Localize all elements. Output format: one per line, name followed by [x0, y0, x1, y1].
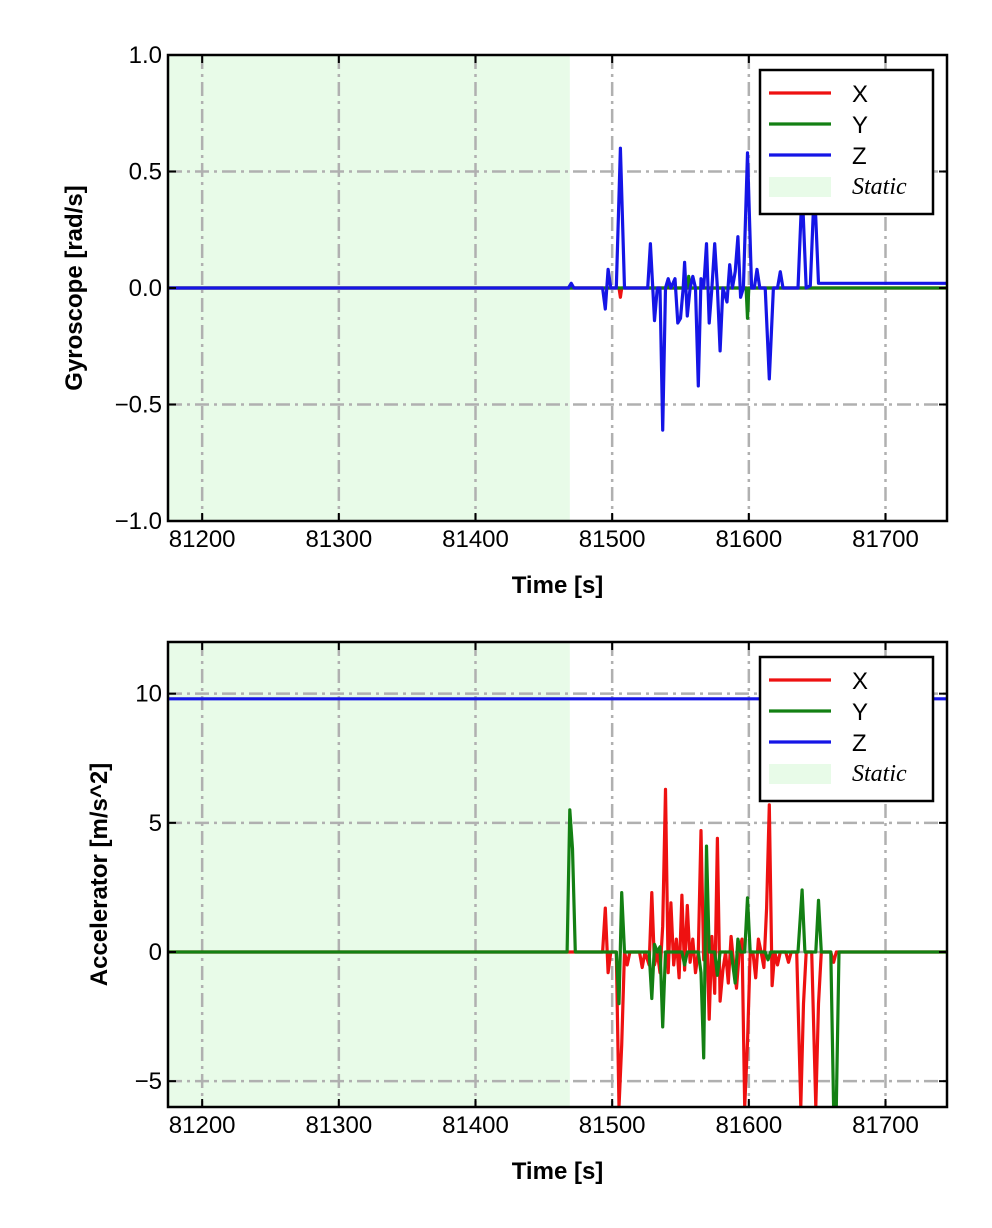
y-tick-labels: −5 0 5 10: [135, 681, 162, 1095]
gyroscope-chart: 81200 81300 81400 81500 81600 81700 −1.0 −0.5 0…: [61, 42, 949, 599]
axis-ticks: [168, 54, 947, 522]
static-region: [168, 642, 570, 1107]
y-tick-label: −1.0: [115, 508, 162, 535]
x-tick-label: 81400: [442, 1112, 509, 1139]
plot-frame: [166, 640, 949, 1109]
x-axis-label: Time [s]: [512, 1158, 604, 1185]
x-tick-label: 81500: [579, 1112, 646, 1139]
legend: XYZ Static: [758, 68, 935, 216]
y-tick-label: 0.5: [129, 159, 162, 186]
legend-label-y: Y: [852, 699, 868, 726]
legend-label-static: Static: [852, 174, 907, 200]
series-group: [168, 146, 947, 432]
legend: XYZ Static: [758, 655, 935, 803]
x-tick-label: 81200: [169, 526, 236, 553]
legend-label-static: Static: [852, 761, 907, 787]
y-tick-label: −0.5: [115, 392, 162, 419]
accelerator-chart: 81200 81300 81400 81500 81600 81700 −5 0 5 10 Ti…: [86, 640, 949, 1185]
y-tick-label: 1.0: [129, 42, 162, 69]
y-tick-label: 5: [149, 810, 162, 837]
x-tick-label: 81600: [715, 526, 782, 553]
axis-ticks: [168, 642, 947, 1107]
series-line-y: [168, 274, 947, 320]
series-line-x: [168, 787, 947, 1107]
x-tick-label: 81700: [852, 526, 919, 553]
y-tick-label: 0: [149, 939, 162, 966]
x-tick-label: 81300: [305, 526, 372, 553]
x-tick-label: 81600: [715, 1112, 782, 1139]
y-tick-label: 0.0: [129, 275, 162, 302]
y-tick-labels: −1.0 −0.5 0.0 0.5 1.0: [115, 42, 162, 535]
y-tick-label: 10: [135, 681, 162, 708]
legend-swatch-static: [769, 764, 831, 784]
x-tick-label: 81200: [169, 1112, 236, 1139]
legend-label-z: Z: [852, 143, 867, 170]
legend-label-y: Y: [852, 112, 868, 139]
legend-swatch-static: [769, 177, 831, 197]
legend-label-x: X: [852, 668, 868, 695]
y-tick-label: −5: [135, 1068, 162, 1095]
series-line-y: [168, 808, 947, 1107]
x-tick-label: 81700: [852, 1112, 919, 1139]
x-axis-label: Time [s]: [512, 572, 604, 599]
legend-label-x: X: [852, 81, 868, 108]
x-tick-label: 81400: [442, 526, 509, 553]
x-tick-labels: 81200 81300 81400 81500 81600 81700: [169, 1112, 919, 1139]
x-tick-label: 81500: [579, 526, 646, 553]
y-axis-label: Gyroscope [rad/s]: [61, 185, 88, 390]
x-tick-label: 81300: [305, 1112, 372, 1139]
y-axis-label: Accelerator [m/s^2]: [86, 763, 113, 986]
series-line-z: [168, 146, 947, 432]
legend-label-z: Z: [852, 730, 867, 757]
x-tick-labels: 81200 81300 81400 81500 81600 81700: [169, 526, 919, 553]
